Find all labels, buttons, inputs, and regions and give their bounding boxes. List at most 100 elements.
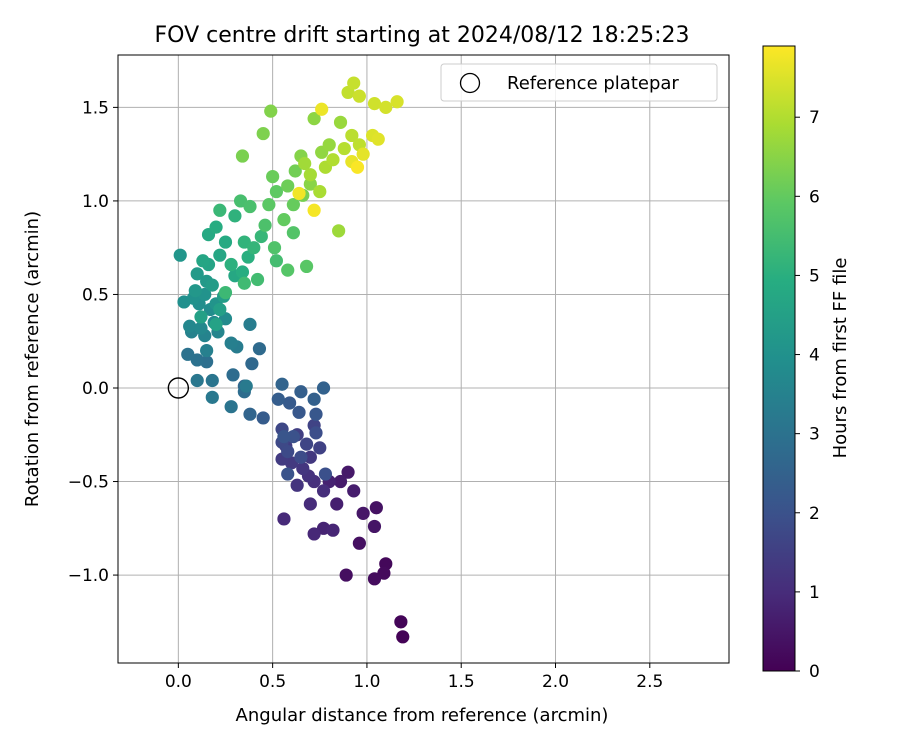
- colorbar-ticks: 0 1 2 3 4 5 6 7: [795, 108, 820, 682]
- y-tick-label: 1.5: [82, 98, 109, 118]
- plot-area: [118, 55, 729, 663]
- colorbar-tick-label: 3: [809, 425, 820, 445]
- plot-frame: [117, 54, 730, 664]
- data-point: [303, 497, 317, 511]
- legend: Reference platepar: [440, 63, 718, 102]
- data-point: [326, 153, 340, 167]
- data-point: [256, 126, 270, 141]
- data-point: [356, 147, 370, 161]
- data-point: [371, 132, 385, 146]
- data-point: [235, 149, 250, 163]
- data-point: [250, 272, 265, 287]
- data-point: [218, 285, 233, 300]
- data-point: [213, 248, 227, 262]
- data-point: [194, 310, 208, 324]
- colorbar-tick-label: 1: [809, 583, 820, 603]
- data-point: [303, 168, 317, 182]
- legend-label-reference: Reference platepar: [507, 73, 679, 94]
- data-point: [309, 407, 323, 421]
- y-tick-label: 0.0: [82, 379, 109, 399]
- data-point: [330, 497, 344, 511]
- data-point: [296, 461, 310, 476]
- data-point: [303, 450, 317, 464]
- data-point: [269, 184, 284, 199]
- data-point: [243, 199, 257, 214]
- data-point: [267, 241, 282, 255]
- data-point: [252, 342, 267, 356]
- data-point: [333, 115, 348, 129]
- data-point: [307, 392, 321, 406]
- data-point: [266, 170, 280, 184]
- data-point: [290, 478, 304, 492]
- data-point: [239, 379, 253, 393]
- colorbar-gradient: [762, 45, 796, 672]
- data-point: [228, 209, 242, 223]
- reference-platepar-marker: [167, 377, 190, 399]
- colorbar: 0 1 2 3 4 5 6 7 Hours from first FF file: [762, 45, 851, 682]
- data-point: [299, 437, 314, 451]
- data-point: [333, 474, 348, 489]
- data-point: [205, 278, 219, 292]
- x-tick-label: 0.0: [165, 672, 192, 692]
- data-point: [262, 198, 276, 212]
- x-tick-label: 1.5: [448, 672, 475, 692]
- data-point: [350, 160, 365, 174]
- data-point: [369, 501, 383, 515]
- y-tick-label: 0.5: [82, 285, 109, 305]
- data-point: [286, 430, 300, 444]
- data-point: [339, 568, 353, 582]
- data-point: [281, 445, 295, 459]
- data-point: [307, 112, 321, 126]
- data-point: [247, 241, 261, 255]
- data-point: [209, 317, 223, 331]
- data-point: [258, 218, 272, 232]
- data-point: [224, 400, 238, 414]
- data-point: [286, 198, 300, 212]
- data-point: [200, 343, 214, 358]
- data-point: [281, 179, 295, 193]
- y-tick-label: −0.5: [68, 473, 109, 493]
- data-point: [188, 284, 202, 298]
- data-point: [298, 156, 312, 171]
- x-tick-label: 0.5: [259, 672, 286, 692]
- data-point: [367, 97, 382, 111]
- data-point: [183, 319, 197, 333]
- x-ticks: 0.0 0.5 1.0 1.5 2.0 2.5: [165, 663, 663, 692]
- colorbar-tick-label: 5: [809, 266, 820, 286]
- data-point: [213, 302, 227, 317]
- data-point: [213, 203, 227, 217]
- legend-box: [440, 63, 718, 102]
- data-point: [322, 138, 336, 152]
- data-point: [275, 377, 289, 391]
- y-tick-label: 1.0: [82, 192, 109, 212]
- colorbar-label: Hours from first FF file: [830, 258, 851, 459]
- data-point: [288, 164, 302, 178]
- data-point: [283, 396, 297, 410]
- data-point: [286, 226, 300, 240]
- data-point: [379, 100, 393, 114]
- legend-marker-reference: [459, 72, 481, 94]
- y-axis-label: Rotation from reference (arcmin): [22, 211, 43, 507]
- data-point: [237, 276, 251, 290]
- data-point: [271, 392, 285, 406]
- data-point: [313, 184, 327, 199]
- data-point: [307, 203, 321, 217]
- data-point: [205, 373, 219, 388]
- chart-title: FOV centre drift starting at 2024/08/12 …: [155, 23, 690, 48]
- data-point: [173, 248, 187, 262]
- data-point: [356, 506, 370, 520]
- data-point: [190, 373, 204, 388]
- data-point: [299, 259, 314, 273]
- data-points: [173, 76, 410, 644]
- data-point: [347, 484, 361, 498]
- colorbar-tick-label: 2: [809, 504, 820, 524]
- data-point: [345, 128, 359, 143]
- data-point: [347, 76, 361, 90]
- data-point: [341, 465, 355, 479]
- data-point: [326, 523, 340, 537]
- data-point: [243, 407, 257, 421]
- data-point: [264, 104, 278, 118]
- data-point: [394, 615, 408, 629]
- data-point: [243, 317, 257, 331]
- x-tick-label: 2.0: [542, 672, 569, 692]
